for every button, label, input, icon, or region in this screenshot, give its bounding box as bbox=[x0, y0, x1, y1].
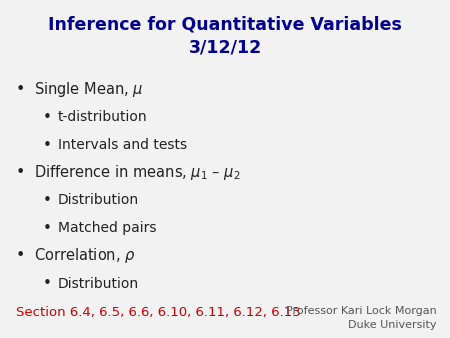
Text: Distribution: Distribution bbox=[58, 193, 139, 208]
Text: •: • bbox=[43, 138, 52, 152]
Text: •: • bbox=[16, 165, 25, 180]
Text: Difference in means, $\mu_1$ – $\mu_2$: Difference in means, $\mu_1$ – $\mu_2$ bbox=[34, 163, 240, 182]
Text: Professor Kari Lock Morgan
Duke University: Professor Kari Lock Morgan Duke Universi… bbox=[286, 306, 436, 330]
Text: •: • bbox=[43, 110, 52, 125]
Text: •: • bbox=[43, 193, 52, 208]
Text: •: • bbox=[16, 248, 25, 263]
Text: Correlation, $\rho$: Correlation, $\rho$ bbox=[34, 246, 135, 265]
Text: Section 6.4, 6.5, 6.6, 6.10, 6.11, 6.12, 6.13: Section 6.4, 6.5, 6.6, 6.10, 6.11, 6.12,… bbox=[16, 306, 301, 319]
Text: Inference for Quantitative Variables
3/12/12: Inference for Quantitative Variables 3/1… bbox=[48, 15, 402, 56]
Text: t-distribution: t-distribution bbox=[58, 110, 147, 124]
Text: •: • bbox=[16, 82, 25, 97]
Text: Intervals and tests: Intervals and tests bbox=[58, 138, 187, 152]
Text: Distribution: Distribution bbox=[58, 276, 139, 291]
Text: Matched pairs: Matched pairs bbox=[58, 221, 156, 235]
Text: •: • bbox=[43, 276, 52, 291]
Text: •: • bbox=[43, 221, 52, 236]
Text: Single Mean, $\mu$: Single Mean, $\mu$ bbox=[34, 80, 143, 99]
